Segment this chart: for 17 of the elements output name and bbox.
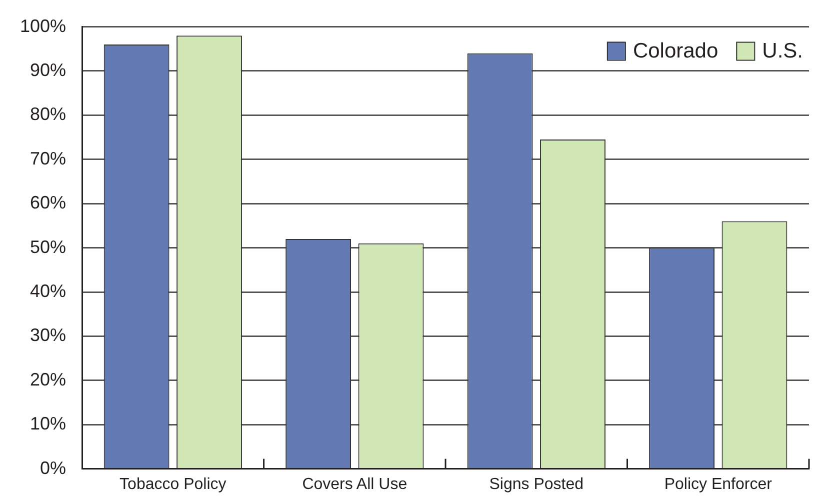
x-tick-label: Tobacco Policy: [120, 476, 226, 493]
y-tick-label: 80%: [30, 104, 66, 124]
x-tick-label: Signs Posted: [489, 476, 584, 493]
y-tick-label: 40%: [30, 280, 66, 301]
y-tick-label: 30%: [30, 325, 66, 346]
y-tick-label: 100%: [20, 16, 66, 36]
legend-label: Colorado: [632, 40, 718, 63]
y-tick-label: 90%: [30, 60, 66, 80]
legend-label: U.S.: [762, 40, 803, 63]
y-tick-label: 20%: [30, 369, 66, 390]
x-tick-label: Policy Enforcer: [664, 476, 773, 493]
y-tick-label: 60%: [30, 192, 66, 213]
y-tick-label: 70%: [30, 148, 66, 168]
y-tick-label: 10%: [30, 414, 66, 434]
y-tick-label: 0%: [40, 458, 66, 478]
y-tick-label: 50%: [30, 236, 66, 257]
x-tick-label: Covers All Use: [302, 476, 408, 493]
